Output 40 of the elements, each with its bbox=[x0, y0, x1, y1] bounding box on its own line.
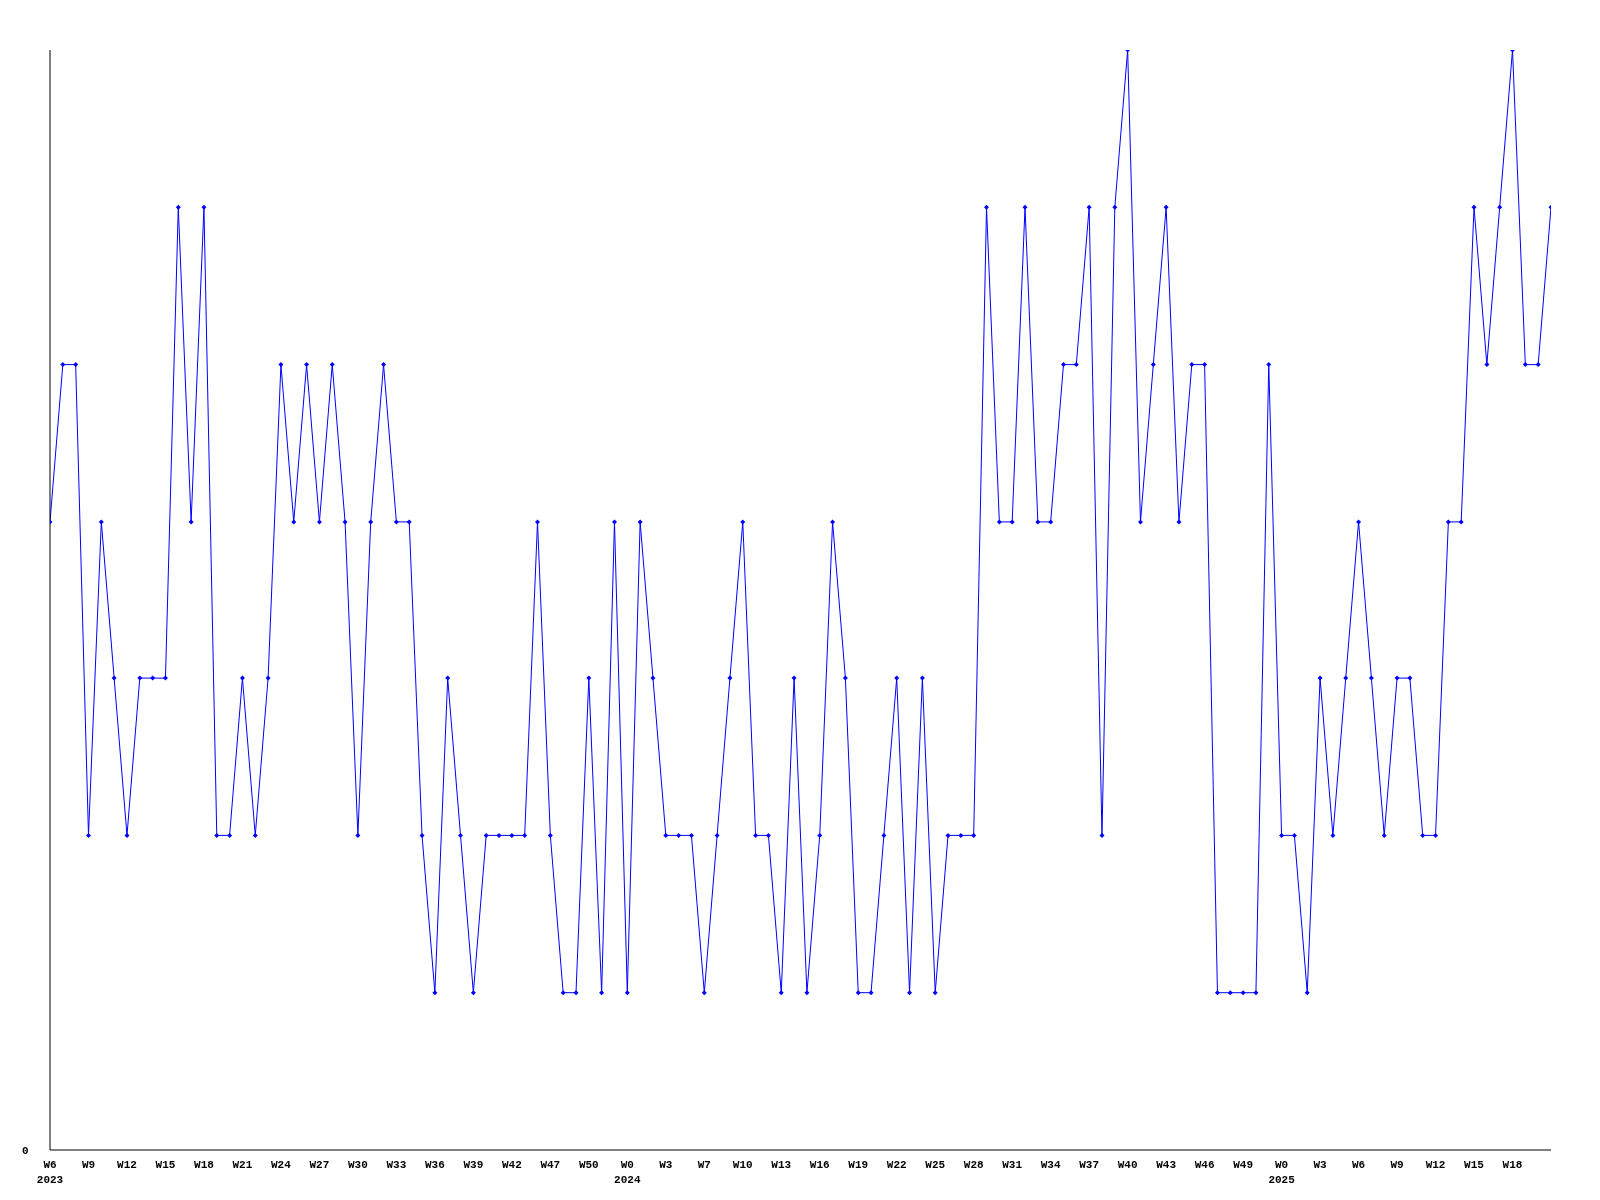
x-tick-label: W7 bbox=[697, 1159, 711, 1171]
x-tick-label: W12 bbox=[117, 1159, 137, 1171]
x-tick-label: W6 2023 bbox=[36, 1159, 64, 1186]
x-tick-label: W18 bbox=[1502, 1159, 1523, 1171]
x-tick-label: W36 bbox=[424, 1159, 445, 1171]
text: 0 bbox=[22, 1145, 29, 1157]
x-tick-label: W22 bbox=[886, 1159, 907, 1171]
x-tick-label: W13 bbox=[771, 1159, 792, 1171]
x-tick-label: W33 bbox=[386, 1159, 407, 1171]
x-tick-label: W37 bbox=[1079, 1159, 1100, 1171]
x-tick-label: W34 bbox=[1040, 1159, 1061, 1171]
x-tick-label: W18 bbox=[194, 1159, 215, 1171]
x-tick-label: W49 bbox=[1233, 1159, 1254, 1171]
x-tick-label: W31 bbox=[1002, 1159, 1023, 1171]
x-tick-label: W50 bbox=[578, 1159, 599, 1171]
x-tick-label: W43 bbox=[1156, 1159, 1177, 1171]
x-tick-label: W15 bbox=[1464, 1159, 1485, 1171]
x-tick-label: W28 bbox=[963, 1159, 984, 1171]
x-tick-label: W16 bbox=[809, 1159, 830, 1171]
x-tick-label: W39 bbox=[463, 1159, 484, 1171]
x-tick-label: W9 bbox=[1390, 1159, 1404, 1171]
x-tick-label: W12 bbox=[1425, 1159, 1446, 1171]
x-tick-label: W21 bbox=[232, 1159, 253, 1171]
x-tick-label: W6 bbox=[1351, 1159, 1366, 1171]
x-tick-label: W24 bbox=[271, 1159, 292, 1171]
x-tick-label: W0 2025 bbox=[1268, 1159, 1296, 1186]
x-tick-label: W9 bbox=[81, 1159, 96, 1171]
x-tick-label: W47 bbox=[540, 1159, 561, 1171]
x-tick-label: W30 bbox=[347, 1159, 368, 1171]
x-tick-label: W40 bbox=[1117, 1159, 1138, 1171]
x-tick-label: W3 bbox=[1313, 1159, 1328, 1171]
x-tick-label: W19 bbox=[848, 1159, 869, 1171]
x-tick-label: W10 bbox=[732, 1159, 753, 1171]
x-tick-label: W15 bbox=[155, 1159, 176, 1171]
x-tick-label: W0 2024 bbox=[614, 1159, 641, 1186]
x-tick-label: W3 bbox=[659, 1159, 673, 1171]
x-tick-label: W25 bbox=[925, 1159, 946, 1171]
x-tick-label: W42 bbox=[501, 1159, 522, 1171]
x-tick-label: W27 bbox=[309, 1159, 330, 1171]
x-tick-label: W46 bbox=[1194, 1159, 1215, 1171]
